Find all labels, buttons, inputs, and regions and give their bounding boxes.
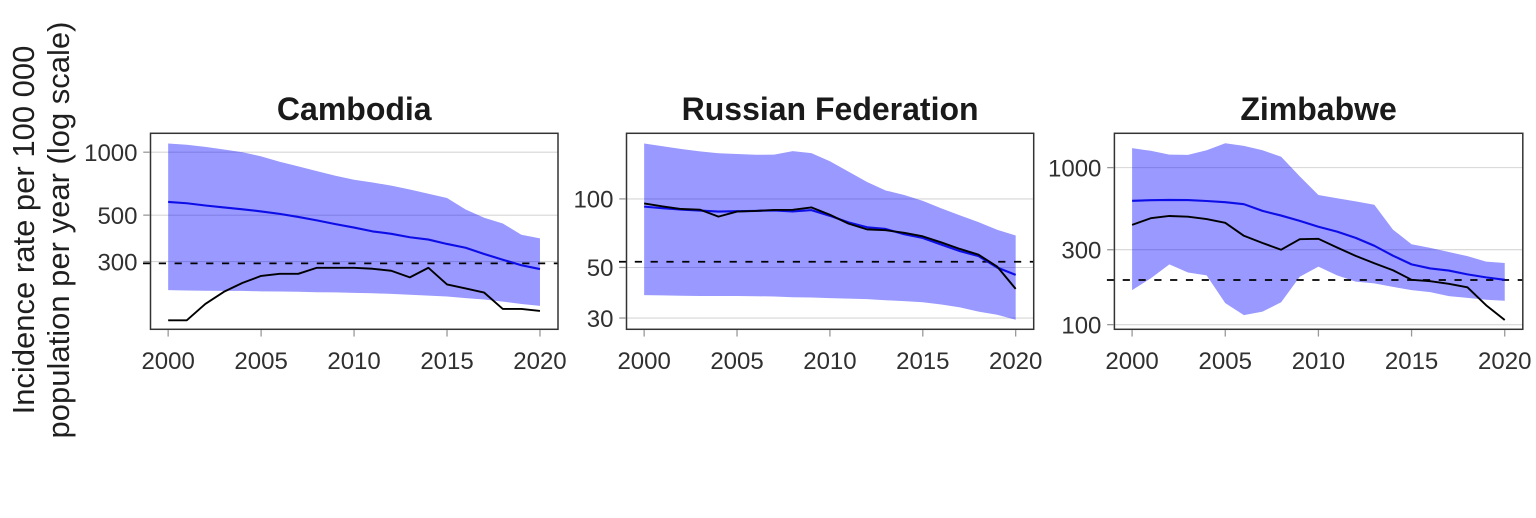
x-tick-label-2015: 2015 (896, 348, 949, 375)
x-tick-label-2015: 2015 (1385, 348, 1438, 375)
x-tick-label-2010: 2010 (803, 348, 856, 375)
x-tick-label-2020: 2020 (989, 348, 1042, 375)
panel-cambodia: 2000 2005 2010 2015 2020 1000 500 300 (84, 132, 567, 375)
y-tick-label-100: 100 (573, 187, 613, 214)
y-tick-label-50: 50 (587, 255, 614, 282)
panel-title-zimbabwe: Zimbabwe (1240, 91, 1397, 127)
y-tick-label-500: 500 (97, 203, 137, 230)
x-tick-label-2005: 2005 (234, 348, 287, 375)
incidence-uncertainty-band (168, 143, 540, 306)
x-tick-label-2000: 2000 (1105, 348, 1158, 375)
x-tick-label-2020: 2020 (1478, 348, 1531, 375)
panel-russian-federation: 2000 2005 2010 2015 2020 100 50 30 (573, 132, 1042, 375)
estimated-incidence-line (168, 200, 541, 271)
x-tick-label-2000: 2000 (617, 348, 670, 375)
incidence-uncertainty-band (1132, 143, 1505, 316)
y-tick-label-30: 30 (587, 306, 614, 333)
incidence-uncertainty-band (644, 143, 1016, 320)
x-tick-label-2010: 2010 (327, 348, 380, 375)
panel-title-russian-federation: Russian Federation (681, 91, 979, 127)
panel-zimbabwe: 2000 2005 2010 2015 2020 1000 300 100 (1048, 132, 1531, 375)
x-tick-label-2015: 2015 (420, 348, 473, 375)
case-notification-line (644, 202, 1017, 290)
x-tick-label-2020: 2020 (513, 348, 566, 375)
y-tick-label-1000: 1000 (1048, 155, 1101, 182)
estimated-incidence-line (1132, 198, 1505, 281)
case-notification-line (1131, 215, 1506, 321)
x-tick-label-2000: 2000 (141, 348, 194, 375)
x-tick-label-2005: 2005 (710, 348, 763, 375)
x-tick-label-2005: 2005 (1199, 348, 1252, 375)
y-tick-label-300: 300 (97, 249, 137, 276)
y-tick-label-300: 300 (1061, 237, 1101, 264)
y-tick-label-100: 100 (1061, 312, 1101, 339)
panel-title-cambodia: Cambodia (276, 91, 432, 127)
case-notification-line (168, 266, 541, 322)
panel-border (149, 132, 559, 331)
x-tick-label-2010: 2010 (1292, 348, 1345, 375)
panel-border (1113, 132, 1524, 331)
panel-border (625, 132, 1035, 331)
y-tick-label-1000: 1000 (84, 140, 137, 167)
